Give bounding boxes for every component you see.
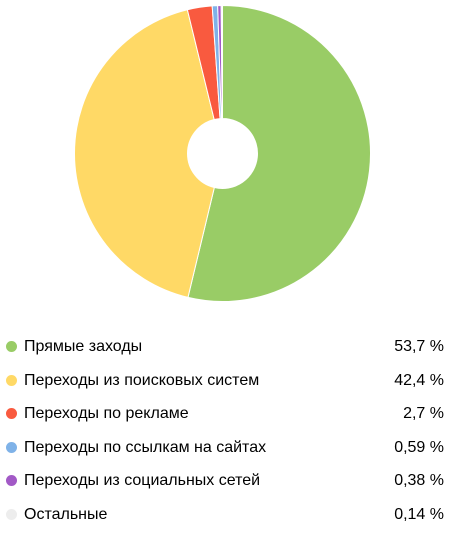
- legend-color-dot: [6, 475, 17, 486]
- legend-item[interactable]: Переходы из социальных сетей 0,38 %: [0, 465, 473, 499]
- legend-color-dot: [6, 341, 17, 352]
- legend-color-dot: [6, 374, 17, 386]
- legend-label: Переходы из поисковых систем: [24, 371, 260, 389]
- legend-label: Прямые заходы: [24, 338, 143, 355]
- legend-item[interactable]: Переходы по рекламе 2,7 %: [0, 398, 473, 432]
- legend-item[interactable]: Прямые заходы 53,7 %: [0, 331, 473, 365]
- chart-legend: Прямые заходы 53,7 % Переходы из поисковых…: [0, 331, 473, 532]
- pie-slice-2[interactable]: [74, 9, 215, 299]
- legend-label: Остальные: [24, 505, 108, 523]
- legend-color-dot: [6, 408, 17, 419]
- pie-slice-6[interactable]: [220, 4, 223, 120]
- legend-label: Переходы по ссылкам на сайтах: [24, 438, 267, 456]
- legend-value: 0,59 %: [394, 438, 444, 456]
- legend-value: 53,7 %: [394, 338, 444, 355]
- legend-value: 2,7 %: [403, 405, 444, 422]
- legend-label: Переходы по рекламе: [24, 405, 189, 422]
- legend-item[interactable]: Переходы по ссылкам на сайтах 0,59 %: [0, 432, 473, 466]
- legend-item[interactable]: Остальные 0,14 %: [0, 499, 473, 533]
- legend-color-dot: [6, 508, 17, 520]
- donut-chart: [74, 4, 371, 302]
- legend-value: 0,38 %: [394, 472, 444, 489]
- legend-value: 0,14 %: [394, 505, 444, 523]
- legend-item[interactable]: Переходы из поисковых систем 42,4 %: [0, 365, 473, 399]
- legend-label: Переходы из социальных сетей: [24, 472, 261, 489]
- donut-chart-svg: [74, 4, 371, 302]
- legend-value: 42,4 %: [394, 371, 444, 389]
- legend-color-dot: [6, 441, 17, 453]
- pie-slice-1[interactable]: [187, 4, 371, 302]
